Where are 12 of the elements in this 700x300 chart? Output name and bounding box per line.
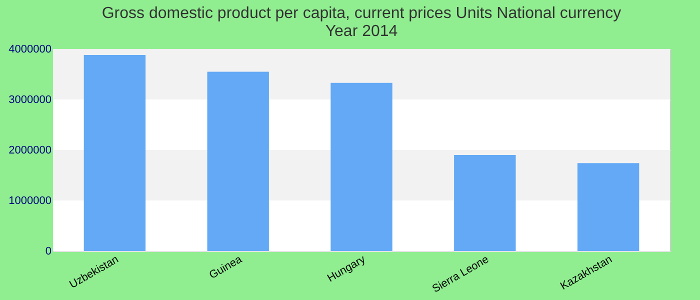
y-tick-label: 2000000 bbox=[8, 144, 52, 156]
bar bbox=[577, 163, 640, 251]
y-tick-label: 4000000 bbox=[8, 44, 52, 56]
bar bbox=[207, 72, 269, 251]
bar bbox=[330, 82, 392, 251]
bar bbox=[454, 155, 516, 251]
y-tick-label: 1000000 bbox=[8, 195, 52, 207]
y-tick-label: 0 bbox=[45, 246, 52, 258]
bar bbox=[84, 55, 146, 251]
text: Gross domestic product per capita, current prices Units National currency bbox=[102, 5, 622, 22]
y-tick-label: 3000000 bbox=[8, 94, 52, 106]
text: Year 2014 bbox=[325, 23, 398, 40]
